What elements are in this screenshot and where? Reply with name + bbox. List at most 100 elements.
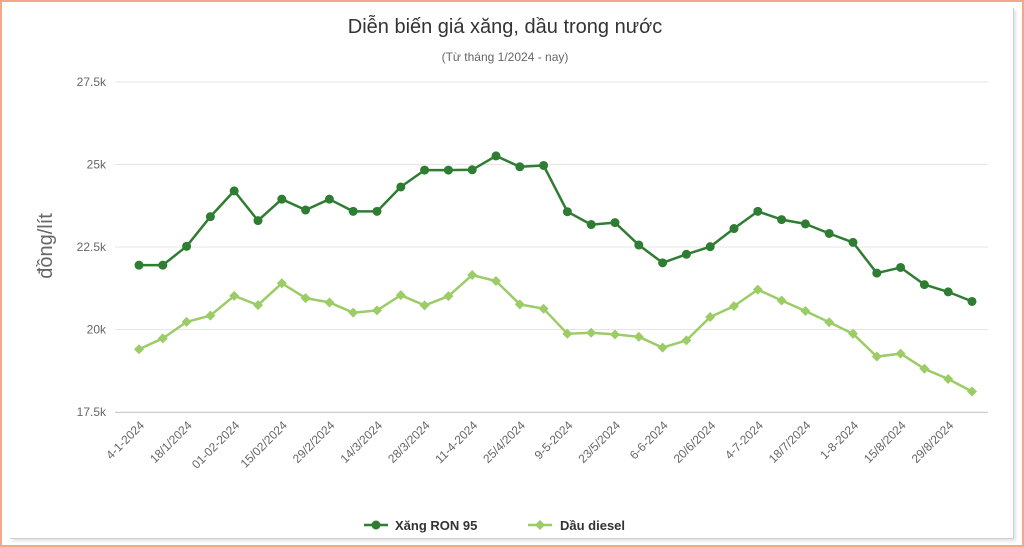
data-point[interactable] (681, 249, 691, 259)
data-point[interactable] (419, 300, 430, 311)
data-point[interactable] (943, 374, 954, 384)
data-point[interactable] (229, 186, 239, 196)
data-point[interactable] (919, 363, 930, 374)
data-point[interactable] (848, 328, 858, 339)
data-point[interactable] (633, 331, 644, 342)
data-point[interactable] (134, 344, 144, 355)
data-point[interactable] (205, 310, 216, 321)
chart-subtitle: (Từ tháng 1/2024 - nay) (442, 50, 569, 64)
data-point[interactable] (539, 160, 549, 170)
y-tick-label: 20k (87, 323, 107, 337)
legend: Xăng RON 95 Dầu diesel (364, 518, 625, 533)
data-point[interactable] (824, 317, 835, 328)
data-point[interactable] (800, 219, 810, 229)
data-point[interactable] (943, 287, 953, 297)
data-point[interactable] (705, 311, 716, 322)
data-point[interactable] (301, 205, 311, 215)
data-point[interactable] (348, 206, 358, 216)
data-point[interactable] (538, 303, 549, 314)
data-point[interactable] (372, 305, 382, 316)
x-tick-label: 18/7/2024 (766, 418, 814, 466)
data-point[interactable] (277, 194, 287, 204)
data-point[interactable] (705, 242, 715, 252)
data-point[interactable] (919, 280, 929, 290)
x-tick-label: 6-6-2024 (627, 418, 671, 462)
data-point[interactable] (967, 386, 977, 397)
x-tick-label: 15/02/2024 (238, 418, 291, 471)
data-point[interactable] (753, 206, 763, 216)
data-point[interactable] (324, 297, 335, 308)
legend-item[interactable]: Xăng RON 95 (364, 518, 477, 533)
data-point[interactable] (824, 228, 834, 238)
legend-item[interactable]: Dầu diesel (528, 518, 625, 533)
y-tick-label: 17.5k (77, 405, 107, 419)
data-point[interactable] (134, 260, 144, 270)
x-tick-label: 23/5/2024 (575, 418, 623, 466)
data-point[interactable] (205, 212, 215, 222)
data-point[interactable] (395, 290, 406, 301)
grid-lines (115, 81, 988, 413)
series-layer (134, 151, 977, 397)
data-point[interactable] (896, 262, 906, 272)
data-point[interactable] (657, 342, 668, 353)
x-tick-label: 4-1-2024 (103, 418, 147, 462)
y-tick-label: 25k (87, 158, 107, 172)
y-tick-label: 22.5k (77, 240, 107, 254)
series-dau-diesel (134, 270, 977, 397)
data-point[interactable] (681, 335, 692, 346)
data-point[interactable] (348, 307, 359, 318)
data-point[interactable] (181, 316, 192, 327)
data-point[interactable] (229, 290, 240, 301)
data-point[interactable] (300, 293, 311, 304)
x-tick-label: 4-7-2024 (722, 418, 766, 462)
data-point[interactable] (514, 299, 525, 310)
legend-label: Xăng RON 95 (395, 518, 477, 533)
data-point[interactable] (610, 329, 620, 340)
data-point[interactable] (776, 295, 787, 306)
data-point[interactable] (562, 207, 572, 217)
legend-label: Dầu diesel (560, 518, 625, 533)
data-point[interactable] (777, 215, 787, 225)
y-axis-ticks: 17.5k 20k 22.5k 25k 27.5k (77, 75, 107, 419)
data-point[interactable] (491, 151, 501, 161)
data-point[interactable] (658, 258, 668, 268)
data-point[interactable] (872, 268, 882, 278)
data-point[interactable] (372, 206, 382, 216)
data-point[interactable] (610, 218, 620, 228)
series-xang-ron-95 (134, 151, 977, 306)
data-point[interactable] (634, 240, 644, 250)
data-point[interactable] (752, 284, 763, 295)
data-point[interactable] (443, 165, 453, 175)
data-point[interactable] (871, 351, 882, 362)
data-point[interactable] (586, 327, 597, 338)
data-point[interactable] (324, 194, 334, 204)
y-axis-label: đồng/lít (35, 213, 57, 279)
data-point[interactable] (182, 241, 192, 251)
data-point[interactable] (586, 220, 596, 230)
data-point[interactable] (491, 275, 501, 286)
data-point[interactable] (515, 162, 525, 172)
data-point[interactable] (276, 278, 287, 289)
data-point[interactable] (848, 237, 858, 247)
legend-marker (535, 520, 545, 530)
data-point[interactable] (443, 291, 454, 302)
data-point[interactable] (420, 165, 430, 175)
data-point[interactable] (895, 348, 906, 359)
data-point[interactable] (562, 328, 573, 339)
data-point[interactable] (467, 270, 478, 281)
data-point[interactable] (729, 301, 739, 312)
x-tick-label: 29/2/2024 (290, 418, 338, 466)
x-tick-label: 28/3/2024 (385, 418, 433, 466)
series-line (139, 154, 973, 303)
data-point[interactable] (253, 300, 263, 311)
x-tick-label: 18/1/2024 (147, 418, 195, 466)
data-point[interactable] (729, 224, 739, 234)
data-point[interactable] (467, 165, 477, 175)
data-point[interactable] (396, 182, 406, 192)
data-point[interactable] (158, 260, 168, 270)
data-point[interactable] (253, 216, 263, 226)
data-point[interactable] (157, 333, 168, 344)
data-point[interactable] (967, 296, 977, 306)
data-point[interactable] (800, 306, 811, 317)
